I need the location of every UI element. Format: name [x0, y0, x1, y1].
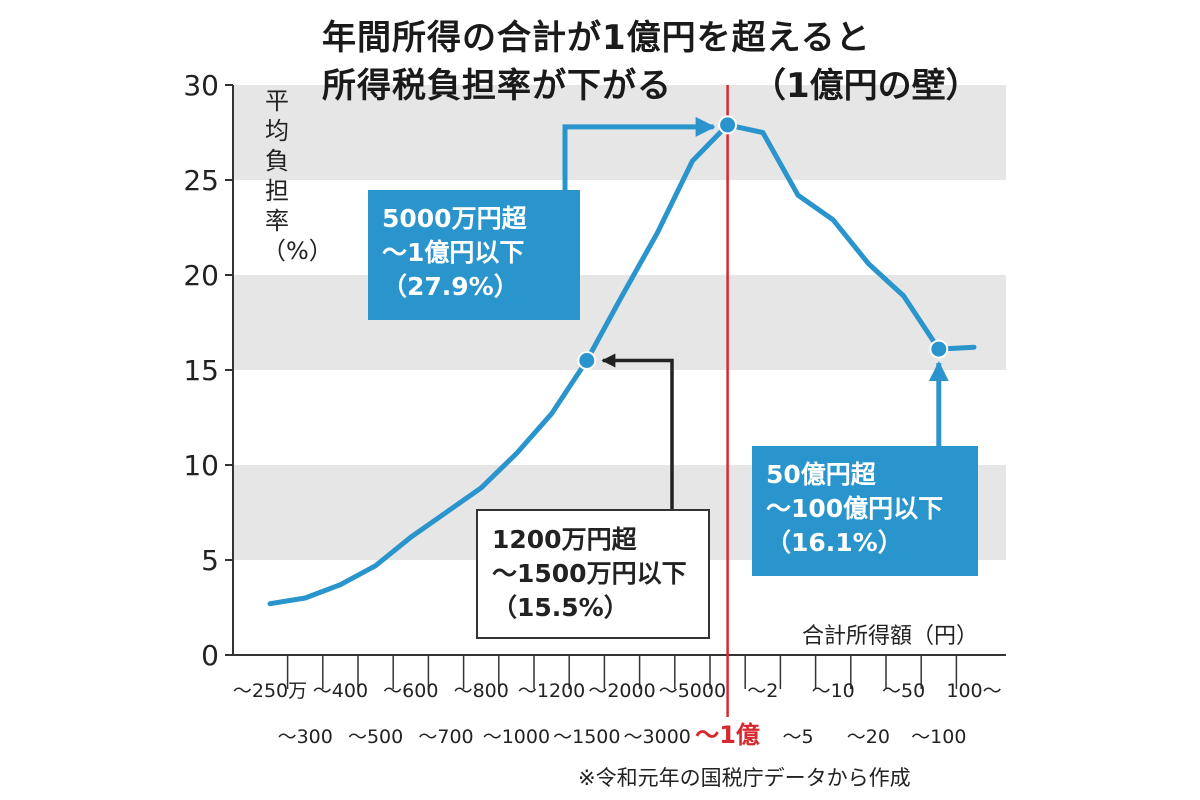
x-tick-label: ～600: [383, 680, 438, 702]
x-tick-label: ～100: [911, 726, 966, 748]
x-axis-ticks: ～250万 ～400 ～600 ～800 ～1200 ～2000 ～5000 ～2 ～10 ～50…: [233, 655, 1002, 749]
x-tick-label: ～5: [782, 726, 813, 748]
y-tick-label: 15: [183, 354, 219, 387]
y-tick-label: 30: [183, 69, 219, 102]
data-point: [577, 351, 597, 370]
x-tick-label: ～400: [313, 680, 368, 702]
callout-peak-line1: 5000万円超: [382, 204, 527, 233]
x-tick-label: ～250万: [233, 680, 307, 702]
chart-title-line1: 年間所得の合計が1億円を超えると: [322, 18, 871, 58]
x-tick-label: ～10: [812, 680, 855, 702]
grid-band: [233, 275, 1006, 370]
callout-mid-line3: （15.5%）: [492, 593, 629, 622]
highlighted-points: [577, 115, 949, 370]
y-tick-label: 10: [183, 449, 219, 482]
y-axis-label: 平均負担率（%）: [262, 87, 333, 265]
y-tick-label: 5: [201, 544, 219, 577]
x-tick-label: ～700: [418, 726, 473, 748]
callout-mid-line2: ～1500万円以下: [492, 559, 687, 588]
callout-top: 50億円超 ～100億円以下 （16.1%）: [752, 446, 978, 576]
x-axis-title: 合計所得額（円）: [802, 624, 979, 649]
threshold-label: ～1億: [695, 721, 760, 749]
x-tick-label: ～1200: [518, 680, 585, 702]
y-tick-label: 0: [201, 639, 219, 672]
callout-peak-line2: ～1億円以下: [382, 238, 525, 267]
callout-top-line3: （16.1%）: [766, 528, 903, 557]
source-note: ※令和元年の国税庁データから作成: [578, 766, 911, 790]
chart-title-note: （1億円の壁）: [752, 66, 980, 106]
callout-mid-arrow: [601, 353, 674, 509]
x-tick-label: ～5000: [659, 680, 726, 702]
x-tick-label: ～20: [847, 726, 890, 748]
grid-band: [233, 85, 1006, 180]
y-tick-label: 20: [183, 259, 219, 292]
chart-title-line2: 所得税負担率が下がる: [322, 66, 672, 106]
x-tick-label: ～1500: [553, 726, 620, 748]
callout-top-line2: ～100億円以下: [766, 494, 944, 523]
x-tick-label: ～500: [348, 726, 403, 748]
x-tick-label: 100～: [946, 680, 1001, 702]
data-point: [718, 115, 738, 135]
data-point: [929, 339, 949, 359]
y-tick-label: 25: [183, 164, 219, 197]
x-tick-label: ～300: [278, 726, 333, 748]
x-tick-label: ～800: [454, 680, 509, 702]
callout-mid: 1200万円超 ～1500万円以下 （15.5%）: [476, 509, 710, 639]
x-tick-label: ～3000: [624, 726, 691, 748]
series-line: [267, 122, 977, 607]
callout-peak: 5000万円超 ～1億円以下 （27.9%）: [368, 190, 580, 320]
callout-connectors: [562, 116, 949, 509]
callout-peak-line3: （27.9%）: [382, 272, 519, 301]
x-tick-label: ～1000: [483, 726, 550, 748]
callout-top-line1: 50億円超: [766, 460, 876, 489]
x-tick-label: ～2: [747, 680, 778, 702]
y-axis-ticks: 0 5 10 15 20 25 30: [183, 69, 233, 672]
x-tick-label: ～50: [882, 680, 925, 702]
callout-peak-arrow: [562, 116, 716, 190]
callout-mid-line1: 1200万円超: [492, 525, 637, 554]
x-tick-label: ～2000: [588, 680, 655, 702]
